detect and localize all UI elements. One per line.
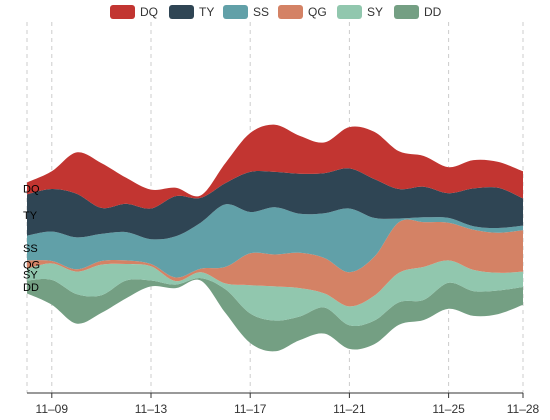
series-areas	[27, 124, 523, 352]
x-tick-label: 11–28	[507, 402, 540, 416]
legend-swatch	[394, 5, 419, 19]
series-label-dd: DD	[23, 282, 39, 294]
legend-swatch	[337, 5, 362, 19]
legend-item-ss[interactable]: SS	[223, 3, 269, 21]
legend-item-dq[interactable]: DQ	[110, 3, 158, 21]
legend-label: SY	[367, 5, 384, 19]
x-tick-label: 11–13	[135, 402, 168, 416]
legend-label: SS	[253, 5, 270, 19]
series-area-sy[interactable]	[27, 260, 523, 327]
series-label-ss: SS	[23, 243, 38, 255]
series-area-ty[interactable]	[27, 168, 523, 240]
x-tick-label: 11–09	[36, 402, 69, 416]
legend-item-dd[interactable]: DD	[394, 3, 441, 21]
legend-item-sy[interactable]: SY	[337, 3, 383, 21]
x-tick-label: 11–25	[432, 402, 465, 416]
legend-label: DD	[424, 5, 442, 19]
x-tick-label: 11–21	[333, 402, 366, 416]
series-label-dq: DQ	[23, 183, 40, 195]
legend-label: DQ	[140, 5, 158, 19]
legend-swatch	[110, 5, 135, 19]
series-label-sy: SY	[23, 270, 38, 282]
series-label-ty: TY	[23, 210, 38, 222]
legend-item-qg[interactable]: QG	[278, 3, 327, 21]
series-area-dd[interactable]	[27, 278, 523, 352]
legend-label: QG	[308, 5, 327, 19]
legend-label: TY	[199, 5, 215, 19]
legend: DQ TY SS QG SY DD	[0, 3, 550, 21]
legend-swatch	[223, 5, 248, 19]
legend-item-ty[interactable]: TY	[169, 3, 214, 21]
series-area-qg[interactable]	[27, 219, 523, 307]
series-area-ss[interactable]	[27, 204, 523, 278]
legend-swatch	[278, 5, 303, 19]
legend-swatch	[169, 5, 194, 19]
x-axis: 11–09 11–13 11–17 11–21 11–25 11–28	[27, 392, 540, 416]
x-tick-label: 11–17	[234, 402, 267, 416]
series-label-qg: QG	[23, 260, 40, 272]
series-area-dq[interactable]	[27, 124, 523, 209]
